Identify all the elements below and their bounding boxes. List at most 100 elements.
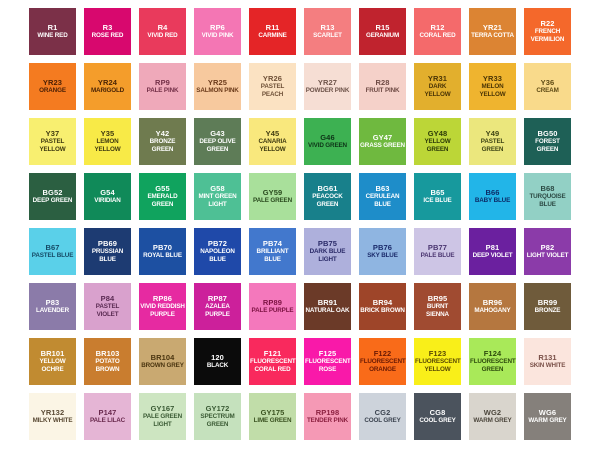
color-swatch: R11 CARMINE xyxy=(249,8,296,55)
swatch-code: P83 xyxy=(45,297,60,307)
color-swatch: PB72 NAPOLEON BLUE xyxy=(194,228,241,275)
swatch-name: BRICK BROWN xyxy=(360,307,405,315)
swatch-name: AZALEA PURPLE xyxy=(205,303,230,319)
swatch-name: FLUORESCENT GREEN xyxy=(470,358,516,374)
swatch-name: FLUORESCENT CORAL RED xyxy=(250,358,296,374)
swatch-name: PASTEL GREEN xyxy=(480,138,505,154)
swatch-code: P147 xyxy=(98,407,117,417)
swatch-code: GY175 xyxy=(260,407,285,417)
color-swatch: G55 EMERALD GREEN xyxy=(139,173,186,220)
swatch-code: PB77 xyxy=(427,242,448,252)
swatch-name: LIME GREEN xyxy=(253,417,292,425)
swatch-name: MINT GREEN LIGHT xyxy=(198,193,237,209)
color-swatch: BR103 POTATO BROWN xyxy=(84,338,131,385)
color-swatch: YR25 SALMON PINK xyxy=(194,63,241,110)
swatch-name: WARM GREY xyxy=(473,417,512,425)
swatch-name: BABY BLUE xyxy=(474,197,511,205)
swatch-name: CARMINE xyxy=(258,32,287,40)
color-swatch: G46 VIVID GREEN xyxy=(304,118,351,165)
color-swatch: YR132 MILKY WHITE xyxy=(29,393,76,440)
color-swatch: PB70 ROYAL BLUE xyxy=(139,228,186,275)
swatch-name: WINE RED xyxy=(37,32,68,40)
color-swatch: Y35 LEMON YELLOW xyxy=(84,118,131,165)
swatch-code: GY167 xyxy=(150,403,175,413)
swatch-name: SALMON PINK xyxy=(196,87,239,95)
swatch-name: FLUORESCENT ORANGE xyxy=(360,358,406,374)
swatch-name: MILKY WHITE xyxy=(32,417,73,425)
color-swatch: YR21 TERRA COTTA xyxy=(469,8,516,55)
swatch-code: RP9 xyxy=(155,77,170,87)
color-swatch: PB69 PRUSSIAN BLUE xyxy=(84,228,131,275)
color-swatch: R131 SKIN WHITE xyxy=(524,338,571,385)
color-swatch: F125 FLUORESCENT ROSE xyxy=(304,338,351,385)
swatch-name: YELLOW GREEN xyxy=(424,138,451,154)
swatch-code: G55 xyxy=(155,183,170,193)
swatch-code: RP86 xyxy=(152,293,173,303)
swatch-code: R4 xyxy=(157,22,168,32)
color-swatch: YR27 POWDER PINK xyxy=(304,63,351,110)
color-swatch: P83 LAVENDER xyxy=(29,283,76,330)
swatch-code: G54 xyxy=(100,187,115,197)
swatch-code: Y37 xyxy=(45,128,60,138)
swatch-code: R12 xyxy=(430,22,445,32)
swatch-name: DEEP VIOLET xyxy=(472,252,513,260)
color-swatch: PB77 PALE BLUE xyxy=(414,228,461,275)
swatch-name: DEEP GREEN xyxy=(32,197,73,205)
color-swatch: P82 LIGHT VIOLET xyxy=(524,228,571,275)
color-swatch: B67 PASTEL BLUE xyxy=(29,228,76,275)
swatch-name: LIGHT VIOLET xyxy=(526,252,569,260)
swatch-code: F125 xyxy=(318,348,337,358)
swatch-name: BRILLIANT BLUE xyxy=(256,248,289,264)
color-swatch: GY167 PALE GREEN LIGHT xyxy=(139,393,186,440)
color-swatch: B65 ICE BLUE xyxy=(414,173,461,220)
swatch-name: CORAL RED xyxy=(419,32,456,40)
color-swatch: F124 FLUORESCENT GREEN xyxy=(469,338,516,385)
swatch-code: R13 xyxy=(320,22,335,32)
swatch-name: COOL GREY xyxy=(364,417,401,425)
swatch-code: YR21 xyxy=(482,22,503,32)
swatch-code: WG6 xyxy=(538,407,557,417)
swatch-name: SKY BLUE xyxy=(367,252,398,260)
color-swatch: GY172 SPECTRUM GREEN xyxy=(194,393,241,440)
swatch-code: YR23 xyxy=(42,77,63,87)
swatch-code: PB72 xyxy=(207,238,228,248)
swatch-name: ROSE RED xyxy=(91,32,124,40)
color-swatch: BG61 PEACOCK GREEN xyxy=(304,173,351,220)
swatch-name: FRENCH VERMILION xyxy=(530,28,565,44)
color-swatch: Y45 CANARIA YELLOW xyxy=(249,118,296,165)
swatch-code: Y49 xyxy=(485,128,500,138)
color-swatch: G54 VIRIDIAN xyxy=(84,173,131,220)
color-swatch: BR96 MAHOGANY xyxy=(469,283,516,330)
color-swatch: G58 MINT GREEN LIGHT xyxy=(194,173,241,220)
color-swatch: B63 CERULEAN BLUE xyxy=(359,173,406,220)
swatch-name: LEMON YELLOW xyxy=(94,138,121,154)
swatch-code: CG8 xyxy=(429,407,446,417)
color-swatch: P81 DEEP VIOLET xyxy=(469,228,516,275)
swatch-name: MARIGOLD xyxy=(90,87,125,95)
swatch-code: RP6 xyxy=(210,22,225,32)
swatch-name: POTATO BROWN xyxy=(95,358,120,374)
swatch-code: PB69 xyxy=(97,238,118,248)
swatch-code: BR95 xyxy=(427,293,448,303)
color-swatch: R3 ROSE RED xyxy=(84,8,131,55)
color-swatch: GY47 GRASS GREEN xyxy=(359,118,406,165)
color-swatch: G43 DEEP OLIVE GREEN xyxy=(194,118,241,165)
swatch-name: PALE GREEN LIGHT xyxy=(143,413,182,429)
swatch-name: VIVID REDDISH PURPLE xyxy=(140,303,185,319)
color-swatch: RP6 VIVID PINK xyxy=(194,8,241,55)
color-swatch: F122 FLUORESCENT ORANGE xyxy=(359,338,406,385)
swatch-code: GY172 xyxy=(205,403,230,413)
swatch-code: P81 xyxy=(485,242,500,252)
swatch-name: NAPOLEON BLUE xyxy=(200,248,235,264)
swatch-name: CREAM xyxy=(536,87,559,95)
swatch-code: BG50 xyxy=(537,128,558,138)
swatch-code: GY59 xyxy=(262,187,283,197)
swatch-code: BR91 xyxy=(317,297,338,307)
swatch-name: LAVENDER xyxy=(36,307,69,315)
swatch-code: Y35 xyxy=(100,128,115,138)
swatch-code: B63 xyxy=(375,183,390,193)
color-swatch: P84 PASTEL VIOLET xyxy=(84,283,131,330)
swatch-code: BG61 xyxy=(317,183,338,193)
swatch-name: POWDER PINK xyxy=(305,87,350,95)
color-swatch: RP86 VIVID REDDISH PURPLE xyxy=(139,283,186,330)
